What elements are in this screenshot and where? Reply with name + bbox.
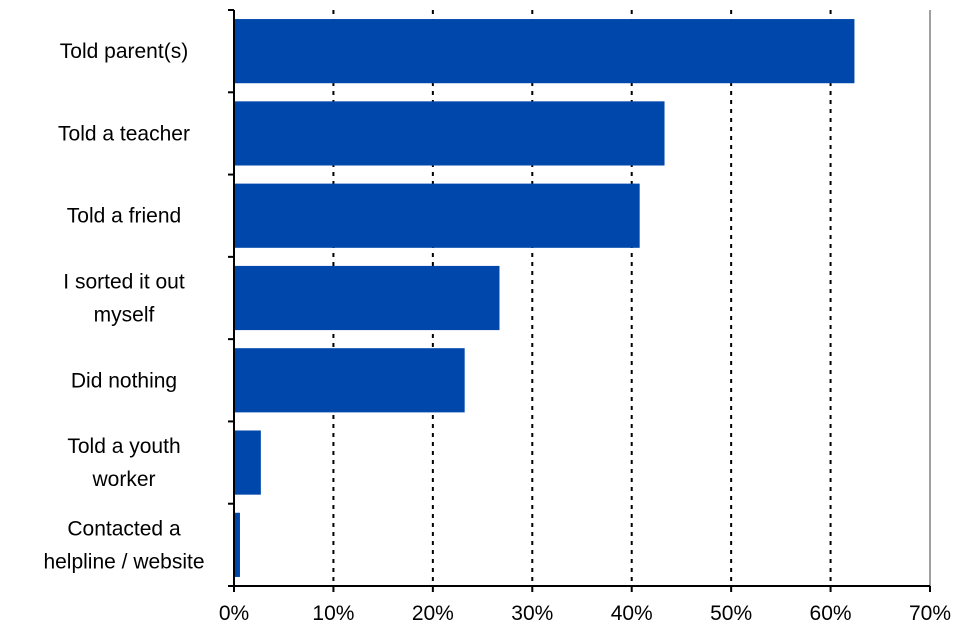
x-tick-label: 10%	[312, 602, 354, 625]
category-label: Told a youth worker	[67, 435, 180, 491]
category-label-line: Told a friend	[67, 205, 181, 228]
category-label-line: Told a teacher	[58, 122, 190, 145]
x-tick-label: 70%	[909, 602, 951, 625]
bar	[234, 183, 640, 248]
bar	[234, 265, 500, 331]
x-tick-labels: 0% 10% 20% 30% 40% 50% 60% 70%	[219, 602, 951, 625]
bars	[234, 19, 855, 577]
category-label-line: Told a youth	[67, 435, 180, 458]
category-label: Told parent(s)	[60, 40, 188, 63]
category-label-line: Contacted a	[67, 517, 181, 540]
category-label: Told a teacher	[58, 122, 190, 145]
bar	[234, 430, 261, 495]
bar	[234, 348, 465, 413]
category-label-line: helpline / website	[43, 550, 204, 573]
category-label: Told a friend	[67, 205, 181, 228]
axes	[228, 9, 931, 592]
category-label-line: myself	[94, 304, 155, 327]
x-tick-label: 40%	[611, 602, 653, 625]
category-label-line: Did nothing	[71, 369, 177, 392]
bar	[234, 512, 240, 577]
category-label: Did nothing	[71, 369, 177, 392]
category-label: Contacted a helpline / website	[43, 517, 204, 573]
x-tick-label: 30%	[511, 602, 553, 625]
x-tick-label: 0%	[219, 602, 249, 625]
category-label: I sorted it out myself	[63, 271, 185, 327]
category-label-line: I sorted it out	[63, 271, 185, 294]
x-tick-label: 50%	[710, 602, 752, 625]
bar	[234, 19, 855, 84]
category-label-line: worker	[91, 468, 155, 491]
category-labels: Told parent(s) Told a teacher Told a frien…	[43, 40, 204, 573]
x-tick-label: 60%	[810, 602, 852, 625]
bar	[234, 101, 665, 166]
category-label-line: Told parent(s)	[60, 40, 188, 63]
x-tick-label: 20%	[412, 602, 454, 625]
